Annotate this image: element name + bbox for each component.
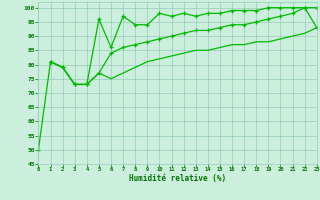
X-axis label: Humidité relative (%): Humidité relative (%) bbox=[129, 174, 226, 183]
